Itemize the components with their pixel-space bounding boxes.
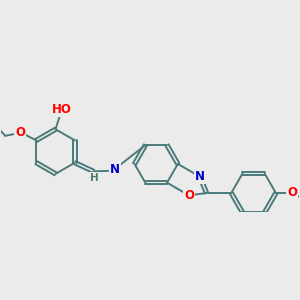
Text: O: O — [15, 126, 25, 139]
Text: N: N — [110, 163, 120, 176]
Text: HO: HO — [52, 103, 71, 116]
Text: N: N — [195, 170, 205, 183]
Text: O: O — [184, 189, 194, 202]
Text: H: H — [90, 173, 99, 183]
Text: O: O — [287, 187, 297, 200]
